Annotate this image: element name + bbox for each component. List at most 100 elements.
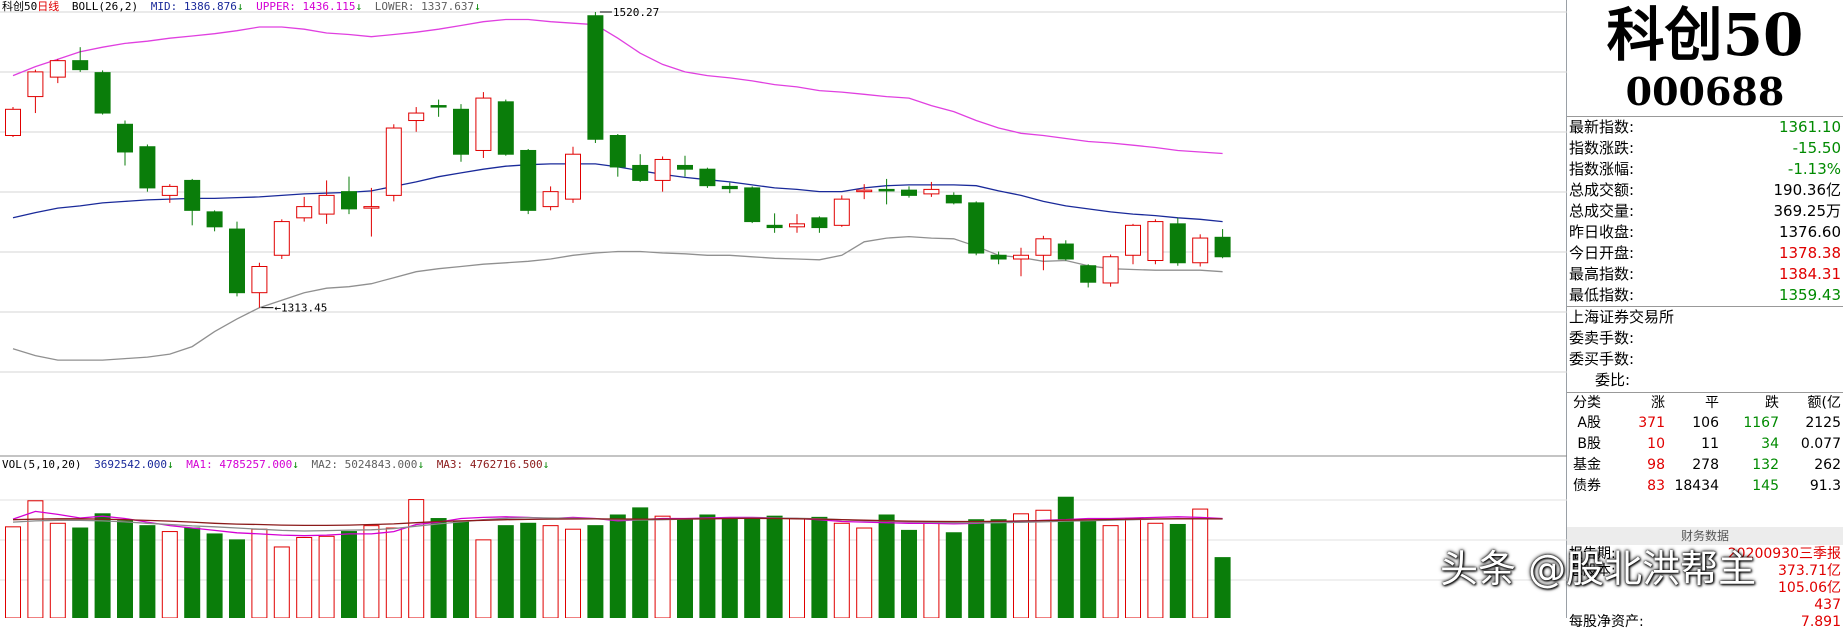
candle-body <box>251 265 268 294</box>
candle <box>229 221 245 297</box>
volume-bar <box>72 527 89 618</box>
candle-body <box>184 179 201 211</box>
order-label: 委卖手数: <box>1569 329 1635 347</box>
candle-body <box>1169 223 1186 264</box>
volume-bars <box>5 496 1231 618</box>
order-label: 委买手数: <box>1569 350 1635 368</box>
candle <box>654 156 671 192</box>
volume-bar <box>497 525 514 618</box>
table-cell: 平 <box>1705 395 1719 411</box>
quote-label: 今日开盘: <box>1569 244 1635 262</box>
candle <box>1035 235 1052 271</box>
table-cell: 98 <box>1647 457 1665 473</box>
volume-bar <box>161 531 178 618</box>
candle-body <box>318 194 335 215</box>
candle-body <box>833 198 850 226</box>
volume-bar <box>901 529 917 618</box>
candle <box>1080 264 1097 288</box>
candle-body <box>385 127 402 196</box>
volume-bar <box>1125 518 1141 618</box>
boll-indicator-name[interactable]: BOLL(26,2) <box>71 0 139 13</box>
volume-bar <box>453 520 469 618</box>
table-cell: 145 <box>1752 478 1779 494</box>
candle-body <box>721 185 738 190</box>
candle-body <box>497 101 514 155</box>
candle <box>677 155 693 177</box>
volume-bar <box>408 499 425 618</box>
volume-bar <box>385 527 402 618</box>
watermark: 头条 @股北洪帮主 <box>1440 547 1757 591</box>
candle <box>856 184 873 200</box>
candle-body <box>520 149 537 211</box>
financial-row: 总股本: 373.71亿 <box>1567 563 1843 580</box>
volume-bar <box>699 514 716 618</box>
financial-label: 每股净资产: <box>1569 614 1644 630</box>
candle-body <box>789 223 805 228</box>
table-cell: 基金 <box>1573 457 1601 473</box>
quote-label: 昨日收盘: <box>1569 223 1635 241</box>
quote-label: 最新指数: <box>1569 118 1635 136</box>
candle-body <box>273 221 290 256</box>
table-cell: 11 <box>1701 436 1719 452</box>
exchange-label: 上海证券交易所 <box>1569 308 1675 326</box>
candle-body <box>677 164 693 170</box>
financial-row: 报告期: 20200930三季报 <box>1567 546 1843 563</box>
candle-body <box>1192 237 1209 264</box>
candle <box>744 186 761 224</box>
volume-bar <box>990 519 1007 618</box>
candle <box>833 195 850 227</box>
volume-bar <box>923 522 940 618</box>
order-row: 委卖手数: <box>1567 328 1843 349</box>
candle-body <box>139 146 156 189</box>
divider <box>1567 116 1843 117</box>
vol-ma2: MA2: 5024843.000↓ <box>311 458 425 471</box>
volume-bar <box>654 515 671 618</box>
candle <box>901 186 917 198</box>
candle <box>117 120 133 166</box>
index-code: 000688 <box>1625 69 1785 114</box>
chart-grid <box>0 11 1567 581</box>
candle <box>27 69 44 114</box>
quote-row: 指数涨幅: -1.13% <box>1567 159 1843 180</box>
kline-chart-area[interactable]: 1520.27 ←1313.45 科创50日线 BOLL(26,2) MID: 1… <box>0 0 1567 618</box>
financial-row: 105.06亿 <box>1567 580 1843 597</box>
candle-body <box>1035 238 1052 256</box>
candle <box>1013 247 1029 277</box>
volume-bar <box>721 518 738 618</box>
period-label[interactable]: 日线 <box>37 0 60 13</box>
table-row: A股 371 106 1167 2125 <box>1567 413 1843 433</box>
candle <box>72 47 89 72</box>
chart-canvas[interactable]: 1520.27 ←1313.45 <box>0 0 1567 618</box>
volume-bar <box>520 522 537 618</box>
candle-body <box>206 211 223 228</box>
candle <box>430 99 447 117</box>
candle <box>766 213 783 233</box>
table-cell: 0.077 <box>1800 436 1841 452</box>
price-annotations: 1520.27 ←1313.45 <box>261 6 659 315</box>
candle <box>206 210 223 232</box>
candle-body <box>49 60 66 78</box>
candle-body <box>1057 243 1074 260</box>
volume-bar <box>430 518 447 618</box>
quote-value: 1359.43 <box>1778 286 1841 304</box>
candle <box>408 107 425 132</box>
quote-row: 最低指数: 1359.43 <box>1567 285 1843 306</box>
volume-bar <box>296 536 313 618</box>
candle-body <box>766 224 783 229</box>
vol-ma1: MA1: 4785257.000↓ <box>186 458 299 471</box>
divider <box>1567 392 1843 393</box>
candle <box>341 176 357 215</box>
candle-body <box>408 112 425 122</box>
vol-indicator-name[interactable]: VOL(5,10,20) <box>2 458 82 471</box>
candle <box>161 184 178 203</box>
table-row: 债券 83 18434 145 91.3 <box>1567 476 1843 496</box>
candle-body <box>1214 236 1231 258</box>
table-header: 分类 涨 平 跌 额(亿 <box>1567 393 1843 413</box>
quote-row: 昨日收盘: 1376.60 <box>1567 222 1843 243</box>
candle-body <box>341 191 357 210</box>
candle <box>721 182 738 194</box>
financial-data-tab[interactable]: 财务数据 <box>1567 527 1843 545</box>
quote-row: 总成交额: 190.36亿 <box>1567 180 1843 201</box>
quote-label: 最高指数: <box>1569 265 1635 283</box>
financial-label: 报告期: <box>1569 546 1616 562</box>
